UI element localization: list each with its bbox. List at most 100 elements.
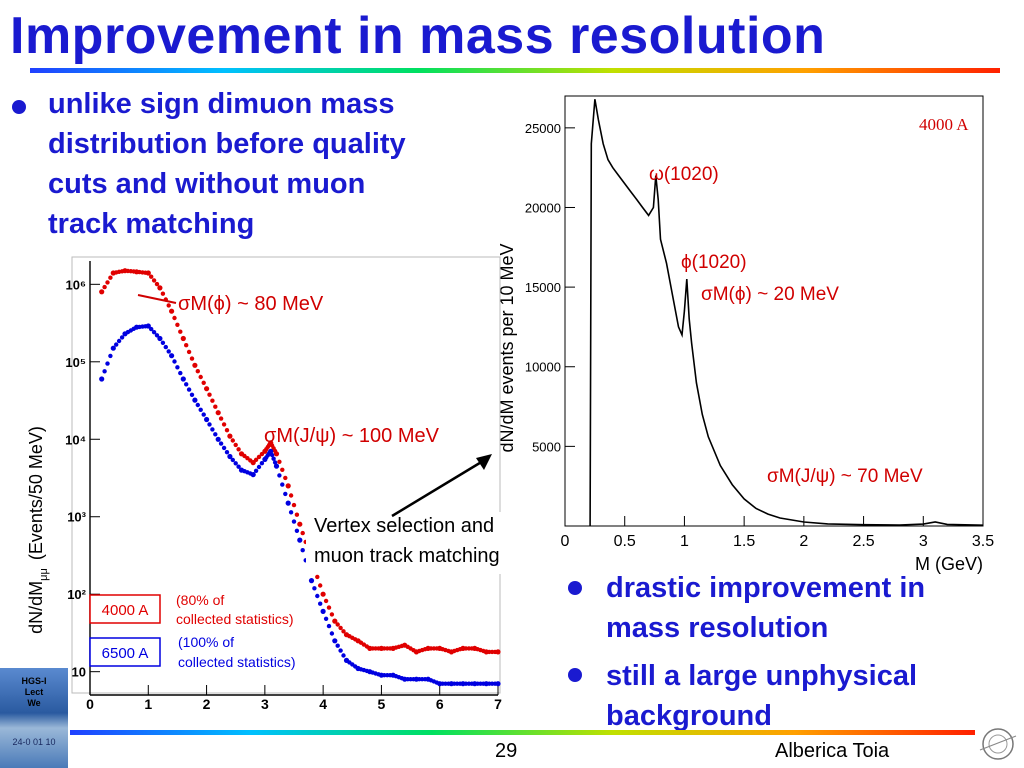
red-data-point — [495, 649, 501, 655]
red-data-point — [273, 451, 280, 457]
legend-label-4000: 4000 A — [102, 602, 149, 619]
blue-data-point — [285, 500, 291, 506]
legend-box-6500 — [89, 637, 161, 667]
red-data-point — [224, 428, 230, 433]
blue-data-point — [114, 342, 119, 347]
legend-note-4000-line1: (80% of — [176, 592, 224, 608]
right-series-line — [589, 99, 984, 527]
blue-data-point — [169, 353, 175, 359]
blue-data-point — [210, 427, 215, 432]
right-xtick-label: 1 — [680, 533, 689, 550]
blue-data-point — [329, 631, 335, 636]
right-plot-frame — [564, 95, 984, 527]
blue-data-point — [215, 436, 221, 442]
blue-data-point — [250, 472, 256, 478]
bullet-line: drastic improvement in — [606, 572, 926, 604]
blue-data-point — [338, 648, 343, 653]
sidebar-date: 24-0 01 10 — [12, 737, 56, 747]
red-data-point — [236, 447, 241, 452]
legend-box-4000 — [89, 594, 161, 624]
vertex-text-line2: muon track matching — [314, 545, 500, 567]
red-data-point — [300, 530, 305, 536]
blue-data-point — [108, 353, 113, 359]
blue-data-point — [198, 407, 203, 412]
bullet-line: mass resolution — [606, 612, 829, 644]
red-data-point — [189, 356, 195, 361]
blue-data-point — [189, 392, 195, 397]
red-data-point — [175, 322, 180, 327]
red-data-point — [233, 442, 238, 448]
blue-data-point — [341, 653, 346, 658]
right-xtick-label: 0 — [561, 533, 570, 550]
blue-data-point — [105, 361, 110, 366]
red-data-point — [195, 369, 200, 374]
right-ylabel: dN/dM events per 10 MeV — [497, 243, 517, 452]
blue-data-point — [259, 461, 265, 466]
blue-data-point — [151, 330, 157, 335]
blue-data-point — [180, 376, 186, 382]
red-data-point — [154, 281, 160, 287]
red-data-point — [192, 362, 198, 368]
right-ytick-label: 10000 — [525, 360, 561, 375]
blue-data-point — [273, 463, 280, 469]
ylabel-sub: μμ — [38, 568, 50, 581]
red-data-point — [169, 308, 175, 314]
blue-data-point — [272, 460, 278, 465]
right-xlabel: M (GeV) — [915, 554, 983, 574]
blue-data-point — [268, 448, 274, 454]
blue-data-point — [192, 397, 198, 403]
right-ytick-label: 20000 — [525, 200, 561, 215]
bullet-line: cuts and without muon — [48, 168, 366, 200]
red-data-point — [108, 275, 113, 280]
blue-data-point — [326, 623, 332, 629]
legend-note-6500-line1: (100% of — [178, 634, 234, 650]
right-chart: 0 0.5 1 1.5 2 2.5 3 3.5 5000 10000 15000 20000 25000… — [497, 95, 994, 574]
bullet-left-text: unlike sign dimuon mass distribution bef… — [48, 84, 406, 244]
red-data-point — [149, 274, 154, 279]
blue-data-point — [166, 349, 171, 354]
red-data-point — [204, 386, 210, 392]
blue-data-point — [271, 456, 276, 461]
blue-data-point — [253, 468, 259, 473]
bullet-line: distribution before quality — [48, 128, 406, 160]
red-data-point — [288, 493, 294, 498]
blue-data-point — [308, 578, 315, 584]
red-data-point — [332, 618, 338, 624]
bullet-dot — [568, 581, 582, 595]
vertex-arrow — [391, 456, 489, 518]
blue-data-point — [154, 333, 160, 338]
red-data-point — [186, 349, 192, 355]
red-data-point — [201, 380, 206, 385]
red-data-point — [227, 433, 233, 439]
red-data-point — [320, 591, 326, 597]
blue-data-point — [224, 450, 230, 455]
blue-data-point — [163, 344, 168, 350]
red-data-point — [145, 270, 151, 276]
red-data-point — [329, 612, 335, 617]
blue-data-point — [102, 369, 107, 374]
sigma-phi-annotation: σM(ϕ) ~ 20 MeV — [701, 284, 839, 305]
red-data-point — [338, 625, 343, 631]
red-data-point — [283, 475, 288, 481]
legend-note-6500-line2: collected statistics) — [178, 654, 295, 670]
cern-logo-inner — [988, 734, 1008, 754]
blue-data-point — [297, 537, 303, 543]
vertex-annotation: Vertex selection and muon track matching — [306, 454, 552, 574]
sidebar-text: HGS-I — [21, 676, 47, 686]
bullet-line: still a large unphysical — [606, 660, 918, 692]
blue-data-point — [335, 643, 340, 648]
blue-data-point — [332, 638, 338, 644]
left-phi-annotation: σM(ϕ) ~ 80 MeV — [178, 293, 324, 315]
bullet-right-1: drastic improvement in mass resolution — [606, 568, 925, 648]
red-data-point — [213, 404, 218, 409]
right-xtick-label: 2 — [799, 533, 808, 550]
page-number: 29 — [495, 740, 518, 762]
red-data-point — [166, 303, 171, 308]
red-data-point — [230, 438, 235, 443]
left-xtick-label: 1 — [144, 696, 152, 710]
sigma-jpsi-annotation: σM(J/ψ) ~ 70 MeV — [767, 466, 923, 487]
blue-data-point — [195, 402, 200, 408]
blue-data-point — [236, 464, 241, 469]
red-data-point — [335, 622, 340, 627]
blue-data-point — [283, 491, 288, 497]
